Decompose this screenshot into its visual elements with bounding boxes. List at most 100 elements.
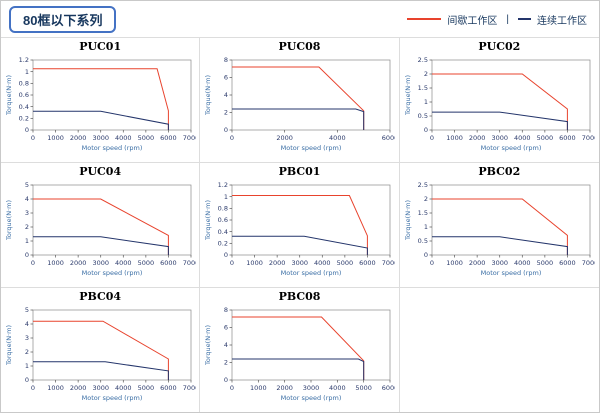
- svg-text:1: 1: [25, 237, 29, 245]
- svg-text:1: 1: [25, 68, 29, 76]
- svg-text:Motor speed (rpm): Motor speed (rpm): [481, 269, 542, 277]
- svg-text:3: 3: [25, 334, 29, 342]
- svg-text:1.5: 1.5: [418, 84, 428, 92]
- svg-text:2000: 2000: [70, 134, 87, 142]
- chart-title: PUC02: [478, 40, 521, 53]
- svg-text:4000: 4000: [115, 134, 132, 142]
- svg-text:2000: 2000: [469, 259, 486, 267]
- chart-title: PBC04: [79, 290, 122, 303]
- svg-text:0: 0: [430, 134, 434, 142]
- chart-title: PBC01: [278, 165, 321, 178]
- svg-text:0: 0: [31, 134, 35, 142]
- header: 80框以下系列 间歇工作区 | 连续工作区: [1, 1, 599, 37]
- svg-text:2: 2: [25, 223, 29, 231]
- svg-text:0.8: 0.8: [19, 80, 29, 88]
- svg-text:1: 1: [424, 223, 428, 231]
- svg-text:3000: 3000: [492, 134, 509, 142]
- svg-text:1000: 1000: [247, 259, 264, 267]
- svg-text:3000: 3000: [303, 384, 320, 392]
- svg-text:6000: 6000: [559, 259, 576, 267]
- torque-speed-plot-puc08: 0 2000 4000 6000 0 2 4 6 8 Motor speed (rpm) Torqu…: [204, 56, 395, 152]
- svg-text:1000: 1000: [447, 259, 464, 267]
- svg-text:Torque(N·m): Torque(N·m): [404, 200, 412, 241]
- svg-text:3: 3: [25, 209, 29, 217]
- legend-label-intermittent: 间歇工作区: [447, 15, 498, 27]
- svg-text:0.6: 0.6: [218, 216, 228, 224]
- svg-text:2000: 2000: [269, 259, 286, 267]
- svg-text:6000: 6000: [559, 134, 576, 142]
- svg-text:4000: 4000: [330, 134, 347, 142]
- svg-text:2000: 2000: [70, 259, 87, 267]
- svg-text:4: 4: [25, 195, 29, 203]
- svg-text:4: 4: [224, 341, 228, 349]
- svg-text:8: 8: [224, 56, 228, 64]
- legend-separator: |: [506, 13, 509, 25]
- svg-text:0: 0: [224, 376, 228, 384]
- svg-text:0: 0: [25, 251, 29, 259]
- svg-text:6000: 6000: [160, 384, 177, 392]
- svg-text:3000: 3000: [492, 259, 509, 267]
- svg-text:2: 2: [25, 348, 29, 356]
- legend-line-intermittent-icon: [407, 18, 442, 20]
- svg-text:1: 1: [224, 193, 228, 201]
- svg-text:5000: 5000: [138, 134, 155, 142]
- svg-text:Torque(N·m): Torque(N·m): [204, 75, 212, 116]
- svg-text:1.5: 1.5: [418, 209, 428, 217]
- svg-text:3000: 3000: [292, 259, 309, 267]
- svg-text:1000: 1000: [447, 134, 464, 142]
- svg-text:1000: 1000: [47, 259, 64, 267]
- svg-text:2000: 2000: [277, 134, 294, 142]
- svg-text:Torque(N·m): Torque(N·m): [5, 75, 13, 116]
- svg-text:6000: 6000: [160, 259, 177, 267]
- svg-text:6000: 6000: [382, 384, 395, 392]
- svg-text:2000: 2000: [70, 384, 87, 392]
- svg-text:5: 5: [25, 306, 29, 314]
- svg-text:4: 4: [224, 91, 228, 99]
- svg-text:4000: 4000: [514, 134, 531, 142]
- empty-cell: [399, 288, 599, 412]
- svg-text:5000: 5000: [138, 259, 155, 267]
- svg-text:5000: 5000: [537, 259, 554, 267]
- svg-text:0.5: 0.5: [418, 237, 428, 245]
- svg-text:2.5: 2.5: [418, 56, 428, 64]
- svg-text:0: 0: [424, 126, 428, 134]
- chart-cell-puc08: PUC08 0 2000 4000 6000 0 2 4 6 8 Motor speed (rpm…: [200, 38, 400, 163]
- chart-title: PUC01: [79, 40, 122, 53]
- svg-text:5000: 5000: [356, 384, 373, 392]
- svg-text:0: 0: [230, 259, 234, 267]
- svg-text:Torque(N·m): Torque(N·m): [5, 325, 13, 366]
- svg-text:8: 8: [224, 306, 228, 314]
- svg-text:6: 6: [224, 74, 228, 82]
- svg-text:1: 1: [25, 362, 29, 370]
- svg-text:0.6: 0.6: [19, 91, 29, 99]
- svg-text:5: 5: [25, 181, 29, 189]
- svg-text:4000: 4000: [514, 259, 531, 267]
- svg-text:2: 2: [424, 195, 428, 203]
- svg-text:0: 0: [31, 384, 35, 392]
- svg-text:0: 0: [230, 134, 234, 142]
- svg-text:1.2: 1.2: [218, 181, 228, 189]
- svg-text:2.5: 2.5: [418, 181, 428, 189]
- svg-text:Motor speed (rpm): Motor speed (rpm): [281, 269, 342, 277]
- legend-label-continuous: 连续工作区: [537, 15, 587, 27]
- svg-text:5000: 5000: [138, 384, 155, 392]
- svg-text:0: 0: [224, 126, 228, 134]
- svg-text:0.8: 0.8: [218, 205, 228, 213]
- svg-text:4000: 4000: [330, 384, 347, 392]
- svg-text:2: 2: [224, 359, 228, 367]
- chart-title: PBC02: [478, 165, 521, 178]
- chart-title: PUC08: [278, 40, 321, 53]
- svg-text:0.4: 0.4: [19, 103, 29, 111]
- chart-title: PUC04: [79, 165, 122, 178]
- svg-text:1000: 1000: [251, 384, 268, 392]
- svg-text:1: 1: [424, 98, 428, 106]
- svg-text:Torque(N·m): Torque(N·m): [204, 325, 212, 366]
